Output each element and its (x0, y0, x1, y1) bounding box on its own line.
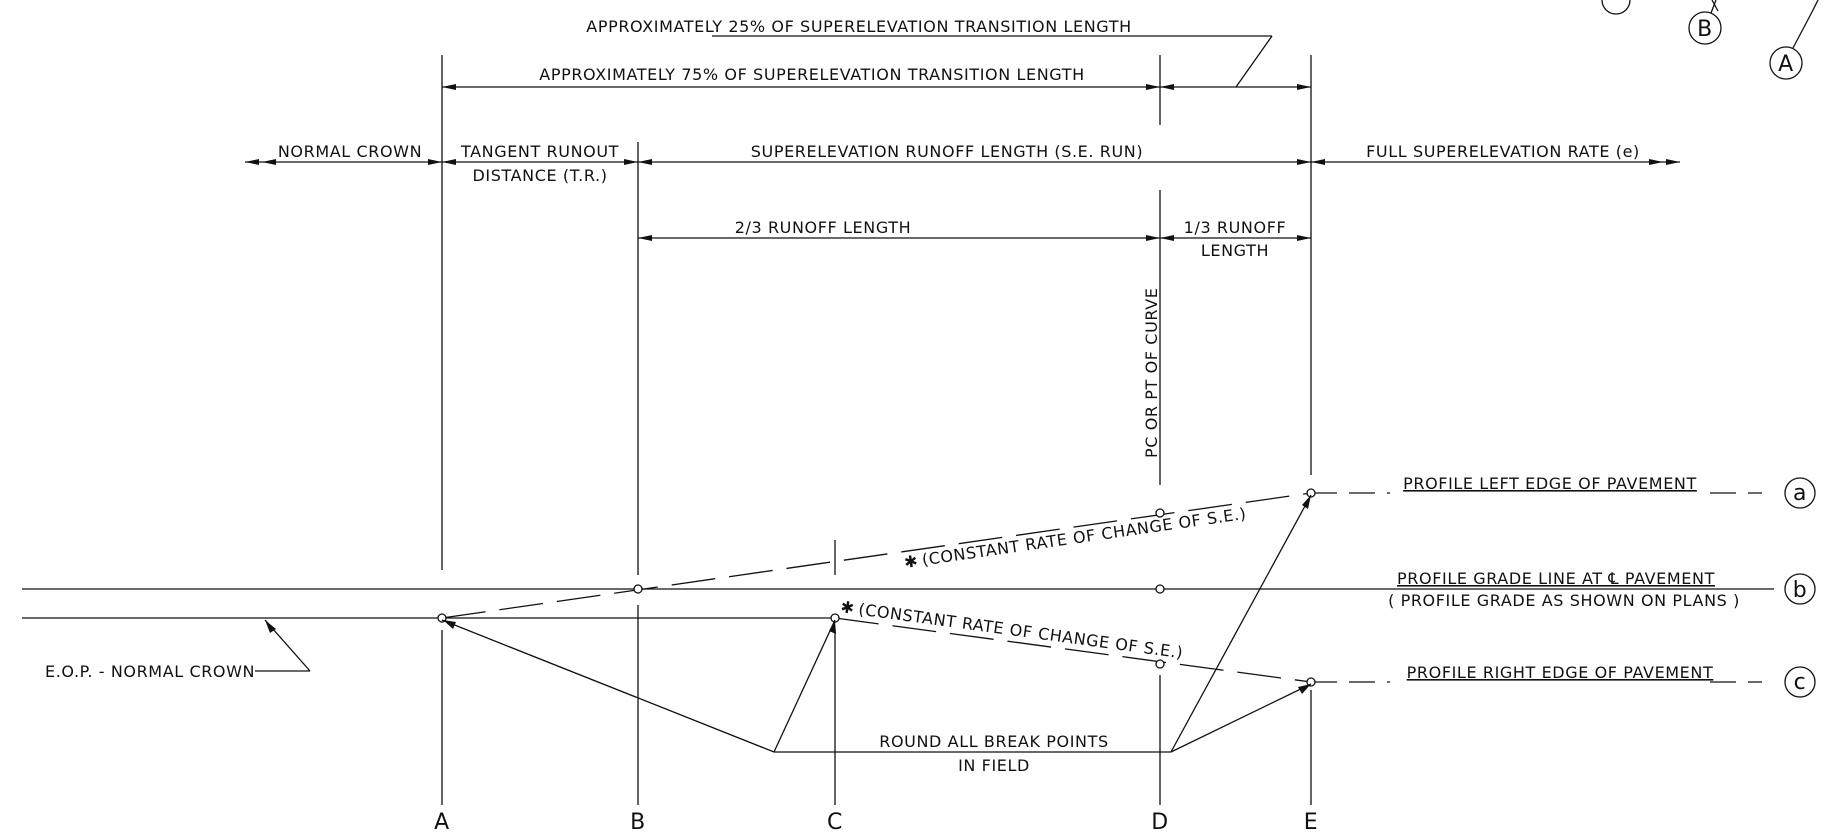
callout-label-A: A (1778, 52, 1794, 77)
section-letters: A B C D E (434, 810, 1319, 835)
break-point-B (633, 584, 643, 594)
section-label-D: D (1151, 810, 1169, 835)
eop-callout: E.O.P. - NORMAL CROWN (45, 619, 311, 681)
section-lines (441, 55, 1312, 805)
asterisk-lower: ✱ (839, 597, 855, 618)
corner-callouts: B A (1601, 0, 1819, 80)
dim-approx-75: APPROXIMATELY 75% OF SUPERELEVATION TRAN… (442, 65, 1311, 90)
break-point-D-lower (1155, 659, 1165, 669)
constant-rate-lower: ✱ (CONSTANT RATE OF CHANGE OF S.E.) (839, 597, 1184, 662)
key-circle-b (1784, 573, 1816, 605)
asterisk-upper: ✱ (903, 551, 920, 572)
dim-approx-25: APPROXIMATELY 25% OF SUPERELEVATION TRAN… (586, 17, 1273, 88)
full-se-label: FULL SUPERELEVATION RATE (e) (1366, 142, 1640, 161)
dim-row-runoff: NORMAL CROWN TANGENT RUNOUT DISTANCE (T.… (245, 142, 1680, 185)
profile-grade-note: ( PROFILE GRADE AS SHOWN ON PLANS ) (1388, 591, 1740, 610)
constant-rate-upper: ✱ (CONSTANT RATE OF CHANGE OF S.E.) (903, 504, 1248, 572)
profile-keys: a b c (1784, 477, 1816, 698)
key-label-c: c (1794, 670, 1807, 695)
eop-label: E.O.P. - NORMAL CROWN (45, 662, 255, 681)
normal-crown-label: NORMAL CROWN (278, 142, 422, 161)
break-point-D-upper (1155, 508, 1165, 518)
callout-label-B: B (1697, 17, 1713, 42)
one-third-label-2: LENGTH (1201, 241, 1269, 260)
profile-right-edge-label: PROFILE RIGHT EDGE OF PAVEMENT (1407, 663, 1714, 682)
constant-rate-lower-label: (CONSTANT RATE OF CHANGE OF S.E.) (857, 600, 1184, 663)
profile-lines (22, 492, 1774, 683)
constant-rate-upper-label: (CONSTANT RATE OF CHANGE OF S.E.) (921, 504, 1248, 570)
key-circle-a (1784, 477, 1816, 509)
one-third-label: 1/3 RUNOFF (1184, 218, 1287, 237)
tangent-runout-label-2: DISTANCE (T.R.) (472, 166, 607, 185)
profile-left-edge-line (441, 492, 1312, 619)
section-label-A: A (434, 810, 450, 835)
dim-approx-75-label: APPROXIMATELY 75% OF SUPERELEVATION TRAN… (539, 65, 1084, 84)
round-break-points-label: ROUND ALL BREAK POINTS (879, 732, 1108, 751)
partial-callout-circle (1601, 0, 1631, 15)
section-label-C: C (827, 810, 843, 835)
profile-labels: PROFILE LEFT EDGE OF PAVEMENT PROFILE GR… (1388, 474, 1740, 682)
break-point-A (437, 613, 447, 623)
round-break-points-callout: ROUND ALL BREAK POINTS IN FIELD (441, 494, 1312, 775)
dim-approx-25-label: APPROXIMATELY 25% OF SUPERELEVATION TRAN… (586, 17, 1131, 36)
key-label-b: b (1793, 578, 1808, 603)
profile-grade-line-label: PROFILE GRADE LINE AT ℄ PAVEMENT (1397, 569, 1715, 588)
callout-circle-B (1688, 11, 1722, 45)
section-label-B: B (630, 810, 646, 835)
section-label-E: E (1304, 810, 1319, 835)
round-break-points-label-2: IN FIELD (958, 756, 1030, 775)
callout-circle-A (1769, 46, 1803, 80)
two-thirds-label: 2/3 RUNOFF LENGTH (735, 218, 912, 237)
tangent-runout-label: TANGENT RUNOUT (460, 142, 619, 161)
break-points (437, 488, 1316, 687)
profile-right-edge-line (834, 617, 1312, 683)
break-point-E-upper (1306, 488, 1316, 498)
key-label-a: a (1793, 481, 1807, 506)
se-runoff-label: SUPERELEVATION RUNOFF LENGTH (S.E. RUN) (751, 142, 1143, 161)
profile-left-edge-label: PROFILE LEFT EDGE OF PAVEMENT (1403, 474, 1697, 493)
break-point-E-lower (1306, 677, 1316, 687)
break-point-D-grade (1155, 584, 1165, 594)
key-circle-c (1784, 666, 1816, 698)
dim-row-thirds: 2/3 RUNOFF LENGTH 1/3 RUNOFF LENGTH (638, 218, 1311, 260)
pc-pt-label: PC OR PT OF CURVE (1142, 288, 1161, 458)
